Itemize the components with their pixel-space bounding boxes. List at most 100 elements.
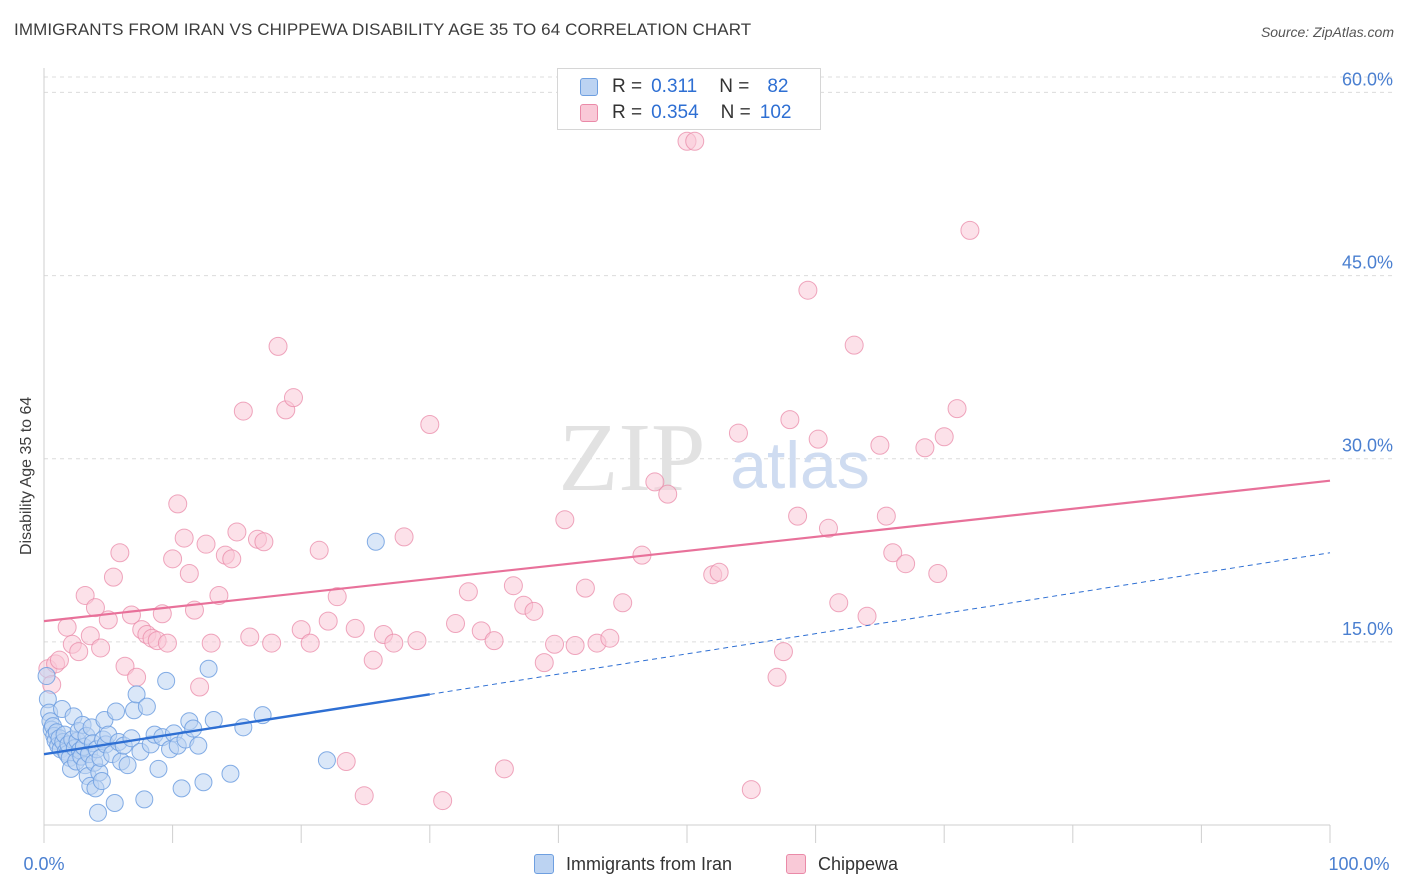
bottom-legend-chippewa: Chippewa: [786, 852, 898, 876]
chippewa-point: [227, 522, 247, 542]
iran-point: [92, 772, 111, 791]
chippewa-point: [947, 399, 967, 419]
chippewa-point: [600, 628, 620, 648]
chippewa-point: [433, 791, 453, 811]
chippewa-point: [157, 633, 177, 653]
chippewa-point: [254, 532, 274, 552]
chippewa-point: [798, 280, 818, 300]
gridlines: [44, 76, 1392, 643]
legend-r-label: R =: [612, 102, 643, 123]
chippewa-point: [524, 601, 544, 621]
chippewa-point: [85, 598, 105, 618]
chippewa-point: [127, 667, 147, 687]
chippewa-point: [565, 636, 585, 656]
x-tick-label: 100.0%: [1328, 854, 1389, 874]
legend-r-value-iran: 0.311: [651, 76, 698, 97]
chippewa-point: [57, 617, 77, 637]
chippewa-point: [327, 587, 347, 607]
chippewa-point: [394, 527, 414, 547]
iran-point: [37, 667, 56, 686]
chippewa-point: [876, 506, 896, 526]
chippewa-point: [49, 650, 69, 670]
chippewa-point: [300, 633, 320, 653]
chippewa-point: [174, 528, 194, 548]
chippewa-point: [240, 627, 260, 647]
iran-point: [127, 685, 146, 704]
legend-n-label: N =: [720, 102, 751, 123]
chippewa-point: [844, 335, 864, 355]
legend-r-value-chippewa: 0.354: [651, 102, 699, 123]
chippewa-point: [163, 549, 183, 569]
bottom-legend-swatch-iran: [534, 854, 554, 874]
chippewa-point: [808, 429, 828, 449]
chippewa-point: [201, 633, 221, 653]
legend-swatch-iran: [580, 78, 598, 96]
source-label: Source: ZipAtlas.com: [1260, 24, 1394, 40]
legend-row-chippewa: R = 0.354 N = 102: [580, 101, 791, 125]
chippewa-point: [309, 540, 329, 560]
chippewa-point: [934, 427, 954, 447]
chippewa-point: [91, 638, 111, 658]
chippewa-point: [80, 626, 100, 646]
chippewa-point: [354, 786, 374, 806]
chippewa-point: [818, 518, 838, 538]
chippewa-point: [190, 677, 210, 697]
chippewa-point: [685, 131, 705, 151]
iran-point: [105, 794, 124, 813]
chippewa-point: [209, 585, 229, 605]
iran-point: [89, 803, 108, 822]
chippewa-point: [645, 472, 665, 492]
chart-title: IMMIGRANTS FROM IRAN VS CHIPPEWA DISABIL…: [14, 20, 752, 39]
chippewa-point: [268, 336, 288, 356]
chippewa-point: [658, 484, 678, 504]
chippewa-point: [741, 780, 761, 800]
chippewa-point: [896, 554, 916, 574]
chippewa-point: [407, 631, 427, 651]
chippewa-point: [773, 642, 793, 662]
iran-point: [189, 736, 208, 755]
chippewa-point: [115, 656, 135, 676]
chippewa-point: [503, 576, 523, 596]
legend-swatch-chippewa: [580, 104, 598, 122]
chippewa-point: [110, 543, 130, 563]
iran-point: [107, 702, 126, 721]
chippewa-point: [446, 614, 466, 634]
chippewa-point: [318, 611, 338, 631]
chippewa-point: [928, 563, 948, 583]
chippewa-point: [233, 401, 253, 421]
chippewa-point: [262, 633, 282, 653]
legend-n-value-iran: 82: [767, 76, 789, 97]
y-tick-label: 60.0%: [1342, 69, 1393, 89]
chippewa-point: [829, 593, 849, 613]
y-tick-label: 15.0%: [1342, 619, 1393, 639]
chippewa-point: [555, 510, 575, 530]
chippewa-point: [103, 567, 123, 587]
chippewa-point: [915, 438, 935, 458]
bottom-legend-label-iran: Immigrants from Iran: [566, 853, 733, 874]
chippewa-point: [767, 667, 787, 687]
chippewa-point: [179, 563, 199, 583]
chippewa-point: [780, 410, 800, 430]
iran-point: [184, 719, 203, 738]
bottom-legend-iran: Immigrants from Iran: [534, 852, 732, 876]
chippewa-point: [69, 642, 89, 662]
iran-point: [157, 671, 176, 690]
iran-point: [366, 532, 385, 551]
y-tick-label: 30.0%: [1342, 436, 1393, 456]
iran-point: [149, 759, 168, 778]
iran-point: [199, 659, 218, 678]
chippewa-point: [883, 543, 903, 563]
iran-point: [194, 773, 213, 792]
iran-point: [137, 697, 156, 716]
y-tick-label: 45.0%: [1342, 253, 1393, 273]
watermark-zip: ZIP: [559, 404, 706, 512]
chippewa-point: [458, 582, 478, 602]
legend-n-value-chippewa: 102: [759, 102, 792, 123]
chippewa-point: [494, 759, 514, 779]
chippewa-point: [870, 435, 890, 455]
chippewa-point: [728, 423, 748, 443]
chippewa-point: [345, 618, 365, 638]
chippewa-point: [545, 634, 565, 654]
chippewa-point: [575, 578, 595, 598]
chippewa-point: [613, 593, 633, 613]
